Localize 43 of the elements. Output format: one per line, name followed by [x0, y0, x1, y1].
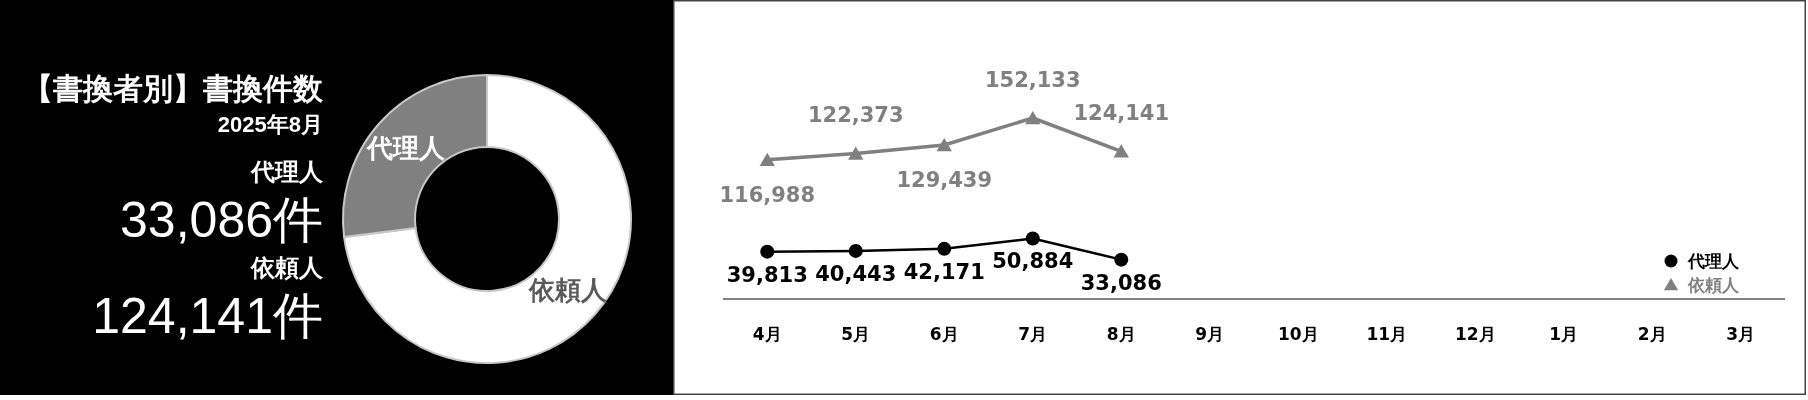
- data-label: 33,086: [1080, 270, 1162, 295]
- text: 代理人: [250, 157, 324, 185]
- data-label: 124,141: [1073, 101, 1170, 126]
- point: [848, 243, 863, 258]
- data-label: 50,884: [992, 249, 1074, 274]
- x-tick-label: 7月: [1018, 324, 1048, 344]
- data-label: 40,443: [815, 261, 897, 286]
- point: [1113, 144, 1129, 158]
- point: [1114, 252, 1129, 267]
- x-tick-label: 6月: [929, 324, 959, 344]
- legend-label: 依頼人: [1687, 274, 1740, 295]
- point: [937, 241, 952, 256]
- donut-slice: [343, 74, 632, 364]
- slice-label: 代理人: [365, 132, 446, 163]
- data-label: 129,439: [896, 168, 993, 192]
- text: 依頼人: [250, 253, 324, 281]
- point: [936, 138, 952, 152]
- point: [1025, 231, 1040, 246]
- point: [759, 152, 775, 167]
- point: [848, 146, 864, 160]
- data-label: 116,988: [719, 182, 816, 207]
- data-label: 122,373: [807, 103, 904, 128]
- x-tick-label: 9月: [1195, 324, 1225, 344]
- x-tick-label: 1月: [1549, 324, 1579, 344]
- text: 【書換者別】書換件数: [23, 71, 324, 105]
- x-tick-label: 2月: [1637, 324, 1667, 344]
- x-tick-label: 12月: [1454, 324, 1496, 344]
- data-label: 42,171: [903, 259, 985, 284]
- text: 2025年8月: [217, 111, 323, 137]
- point: [760, 244, 775, 259]
- x-tick-label: 10月: [1277, 324, 1319, 344]
- x-tick-label: 5月: [841, 324, 871, 344]
- x-tick-label: 3月: [1726, 324, 1756, 344]
- slice-label: 依頼人: [528, 275, 609, 306]
- x-tick-label: 4月: [752, 324, 782, 344]
- point: [1025, 111, 1041, 125]
- data-label: 39,813: [726, 262, 808, 287]
- text: 33,086件: [120, 192, 323, 248]
- data-label: 152,133: [984, 68, 1081, 92]
- x-tick-label: 11月: [1366, 324, 1408, 344]
- text: 124,141件: [92, 288, 323, 344]
- x-tick-label: 8月: [1106, 324, 1136, 344]
- legend-label: 代理人: [1687, 251, 1740, 271]
